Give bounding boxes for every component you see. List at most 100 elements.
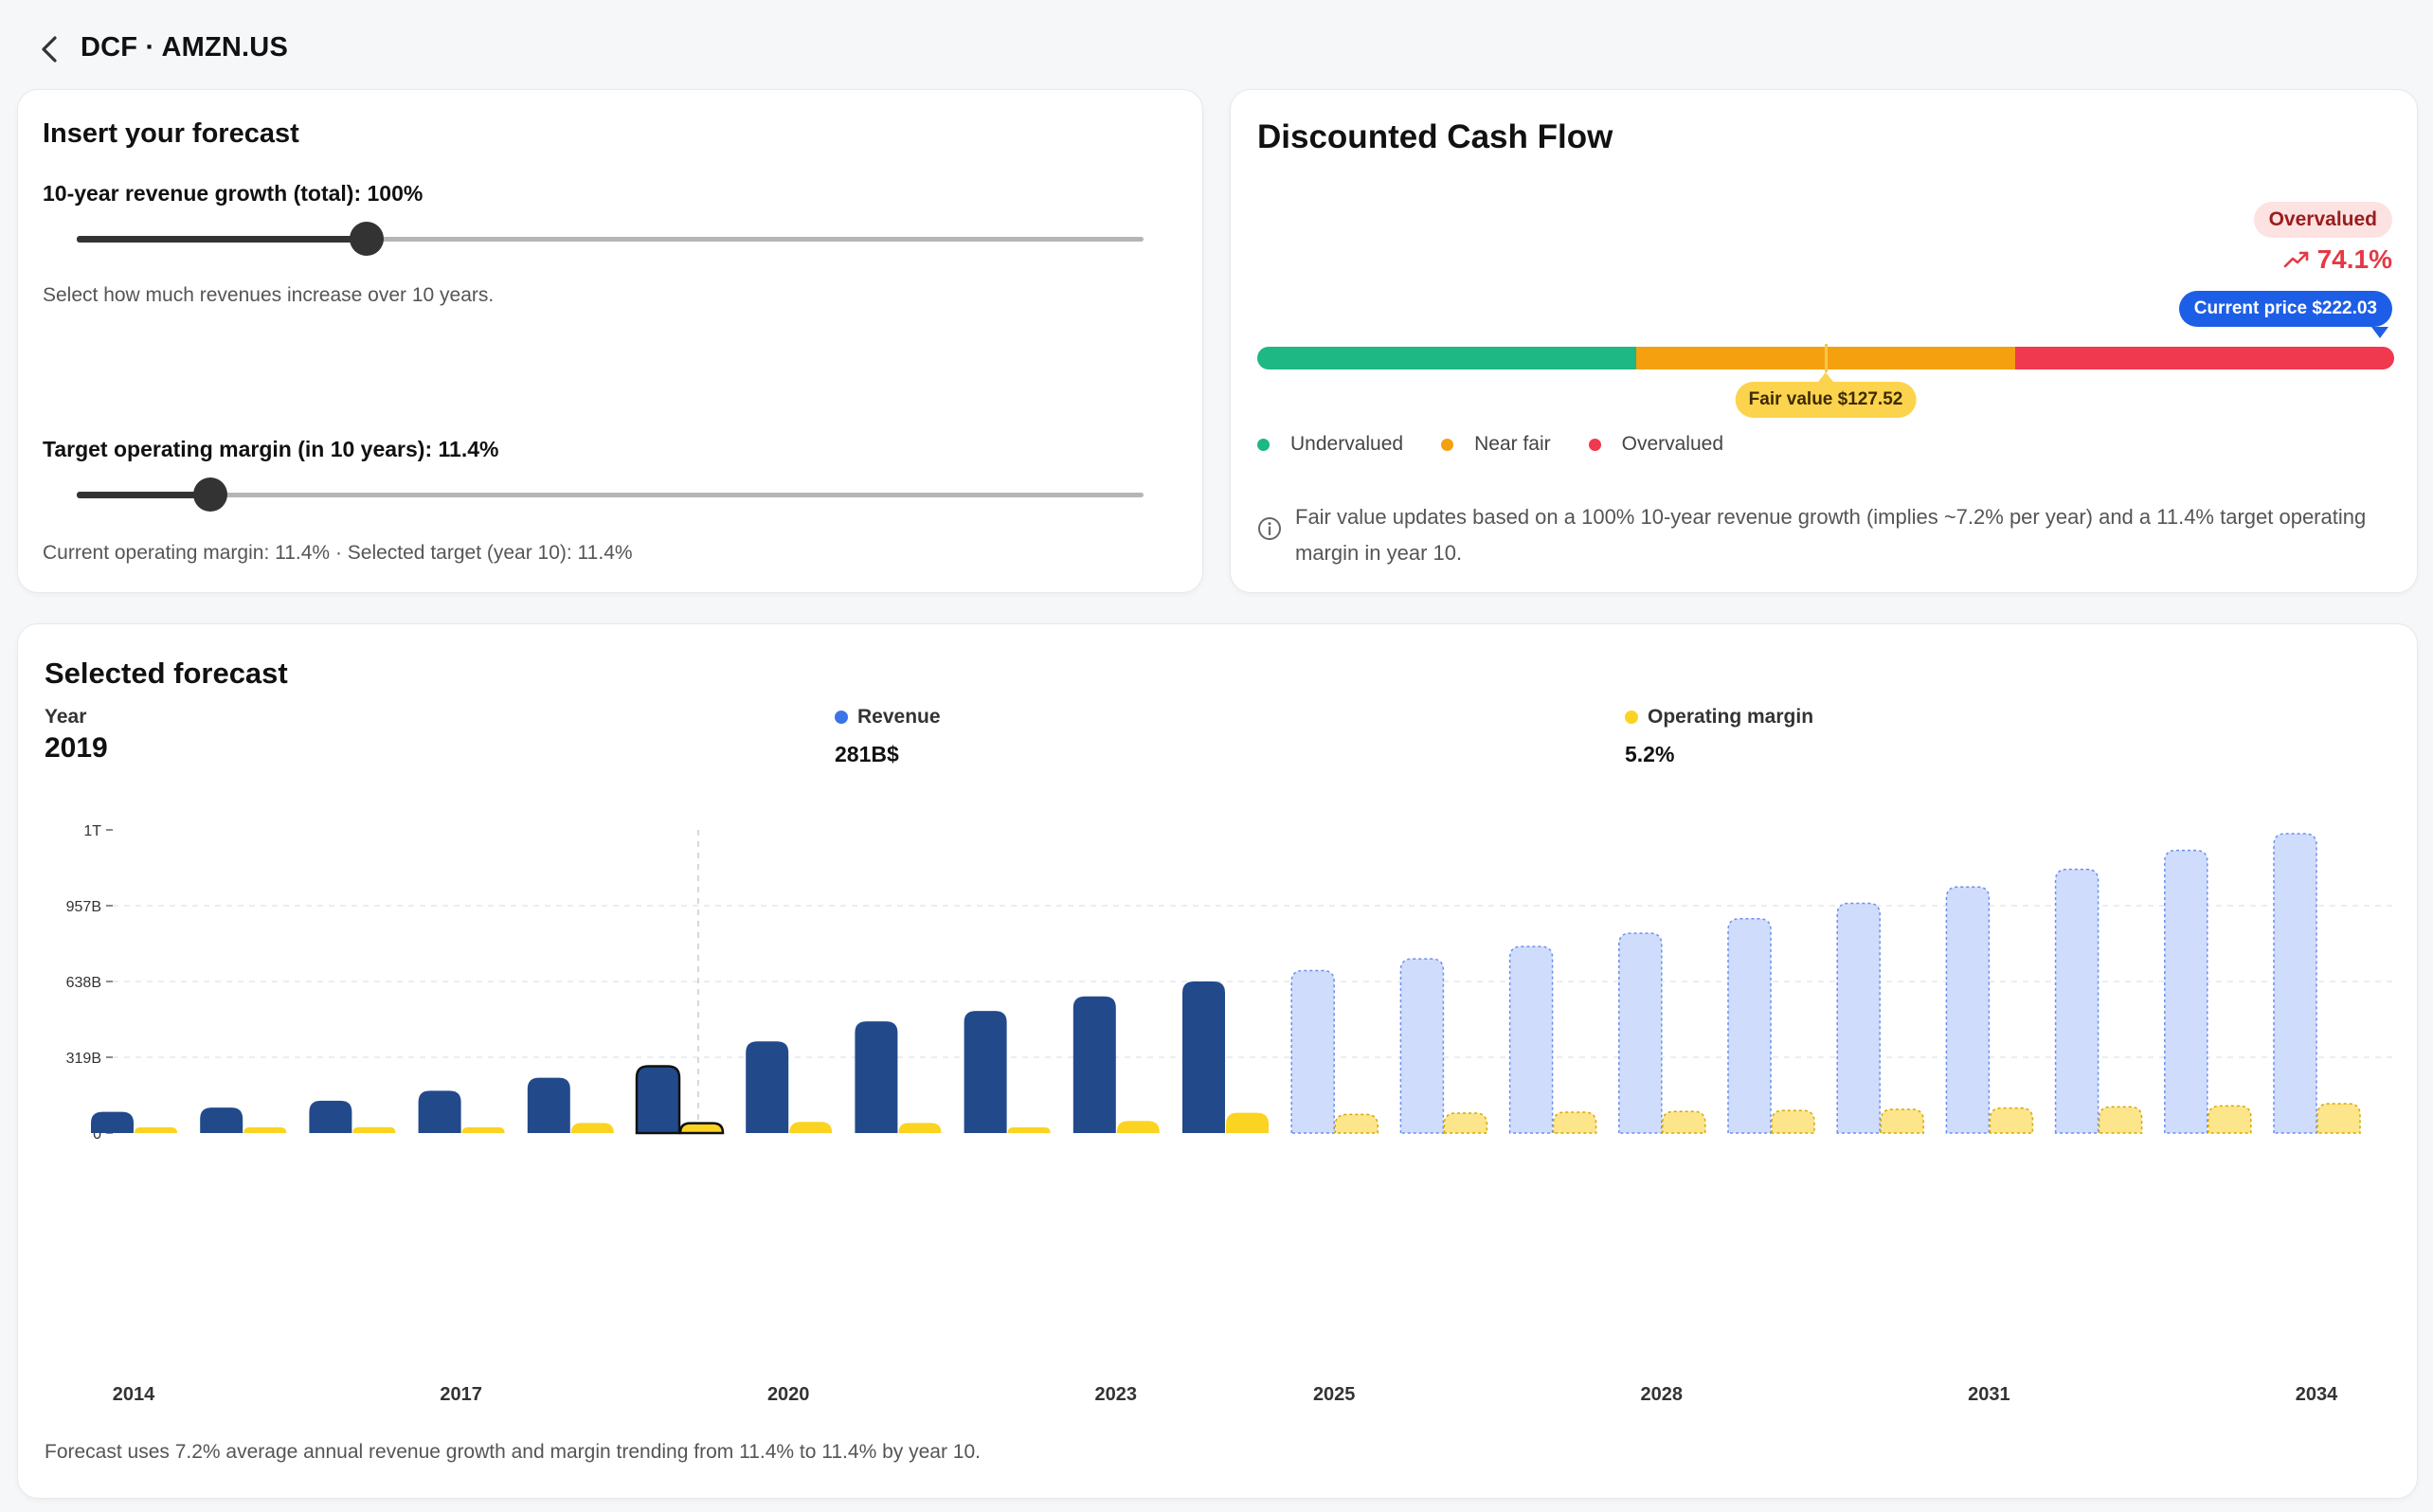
revenue-bar [1727, 918, 1772, 1134]
margin-bar [678, 1122, 725, 1135]
slider-track [77, 237, 1144, 242]
trend-up-icon [2283, 251, 2308, 268]
slider-fill [77, 492, 210, 498]
operating-margin-help: Current operating margin: 11.4% · Select… [43, 542, 633, 564]
valuation-percent-value: 74.1% [2316, 244, 2392, 274]
revenue-legend-label: Revenue [857, 706, 941, 728]
margin-bar [1552, 1111, 1597, 1134]
margin-bar [898, 1123, 942, 1133]
slider-track [77, 493, 1144, 497]
margin-bar [1880, 1108, 1924, 1134]
y-tick-label: 957B [66, 899, 101, 915]
revenue-bar [746, 1041, 789, 1133]
info-icon [1258, 517, 1281, 540]
margin-bar [789, 1122, 833, 1133]
slider-thumb[interactable] [192, 477, 227, 512]
legend-item-near-fair: Near fair [1441, 433, 1551, 456]
legend-item-overvalued: Overvalued [1588, 433, 1724, 456]
y-tick-label: 1T [83, 823, 101, 839]
current-price-pointer [2371, 327, 2388, 338]
x-tick-label: 2025 [1313, 1384, 1356, 1405]
y-tick-label: 0 [93, 1126, 101, 1143]
revenue-bar [635, 1065, 681, 1135]
legend-dot [1441, 438, 1454, 451]
valuation-status-badge: Overvalued [2253, 202, 2392, 238]
margin-bar [2098, 1106, 2143, 1134]
back-button[interactable] [28, 28, 70, 70]
selected-forecast-card: Selected forecast Year 2019 Revenue 281B… [17, 623, 2418, 1499]
margin-bar [243, 1127, 287, 1133]
margin-bar [1771, 1109, 1815, 1134]
x-tick-label: 2023 [1095, 1384, 1138, 1405]
x-tick-label: 2031 [1968, 1384, 2010, 1405]
revenue-bar [1508, 945, 1554, 1134]
revenue-growth-label: 10-year revenue growth (total): 100% [43, 181, 424, 206]
x-tick-label: 2020 [767, 1384, 810, 1405]
revenue-margin-chart[interactable]: 0 319B 638B 957B 1T 2014 2017 2020 2023 2025 2028 2… [18, 624, 2417, 1498]
selected-margin-value: 5.2% [1625, 742, 1675, 766]
legend-item-undervalued: Undervalued [1257, 433, 1403, 456]
current-price-tag: Current price $222.03 [2178, 291, 2392, 327]
margin-bar [1116, 1121, 1160, 1133]
revenue-growth-slider[interactable] [77, 222, 1144, 256]
margin-bar [1662, 1110, 1706, 1134]
margin-bar [461, 1127, 505, 1133]
selected-year-value: 2019 [45, 732, 108, 764]
page-title: DCF · AMZN.US [81, 32, 288, 63]
margin-bar [352, 1126, 396, 1133]
revenue-bar [2164, 849, 2208, 1134]
legend-label: Near fair [1474, 433, 1551, 455]
fair-value-pointer [1818, 372, 1833, 382]
margin-bar [1226, 1112, 1269, 1133]
revenue-legend-dot [835, 711, 848, 724]
revenue-bar [309, 1100, 352, 1133]
revenue-bar [1072, 996, 1116, 1133]
revenue-bar [1945, 886, 1991, 1134]
margin-bar [1334, 1113, 1379, 1134]
revenue-bar [964, 1011, 1007, 1133]
operating-margin-slider[interactable] [77, 477, 1144, 512]
valuation-percent: 74.1% [2283, 244, 2392, 275]
revenue-bar [1182, 981, 1225, 1133]
margin-legend-label: Operating margin [1648, 706, 1814, 728]
forecast-input-card: Insert your forecast 10-year revenue gro… [17, 89, 1203, 593]
fair-value-tag: Fair value $127.52 [1735, 382, 1917, 418]
margin-bar [2208, 1105, 2252, 1134]
slider-thumb[interactable] [350, 222, 385, 256]
dcf-card: Discounted Cash Flow Overvalued 74.1% Cu… [1230, 89, 2418, 593]
margin-bar [135, 1127, 177, 1133]
x-tick-label: 2014 [113, 1384, 155, 1405]
revenue-growth-help: Select how much revenues increase over 1… [43, 284, 495, 306]
selected-year-label: Year [45, 706, 87, 728]
selected-forecast-title: Selected forecast [45, 657, 288, 690]
revenue-bar [1290, 969, 1335, 1134]
revenue-legend: Revenue [835, 706, 941, 729]
y-tick-label: 638B [66, 975, 101, 991]
dcf-info-text: Fair value updates based on a 100% 10-ye… [1295, 505, 2367, 565]
valuation-legend: Undervalued Near fair Overvalued [1257, 433, 1723, 456]
revenue-bar [2054, 868, 2100, 1134]
revenue-bar [200, 1107, 243, 1133]
selected-revenue-value: 281B$ [835, 742, 899, 766]
margin-bar [2316, 1103, 2361, 1134]
revenue-bar [527, 1077, 570, 1133]
top-bar: DCF · AMZN.US [0, 0, 2433, 89]
y-tick-label: 319B [66, 1051, 101, 1067]
x-tick-label: 2017 [440, 1384, 482, 1405]
margin-bar [570, 1123, 614, 1133]
legend-dot [1257, 438, 1270, 451]
dcf-info: Fair value updates based on a 100% 10-ye… [1257, 499, 2385, 571]
revenue-bar [1399, 958, 1445, 1134]
slider-fill [77, 236, 368, 243]
x-tick-label: 2028 [1641, 1384, 1684, 1405]
legend-label: Undervalued [1290, 433, 1404, 455]
forecast-footer: Forecast uses 7.2% average annual revenu… [45, 1441, 981, 1463]
dcf-title: Discounted Cash Flow [1257, 118, 1613, 155]
chevron-left-icon [42, 36, 57, 63]
margin-bar [1443, 1112, 1488, 1134]
forecast-input-title: Insert your forecast [43, 118, 299, 149]
operating-margin-label: Target operating margin (in 10 years): 1… [43, 437, 499, 461]
revenue-bar [2273, 833, 2317, 1134]
legend-label: Overvalued [1621, 433, 1724, 455]
margin-legend: Operating margin [1625, 706, 1813, 729]
